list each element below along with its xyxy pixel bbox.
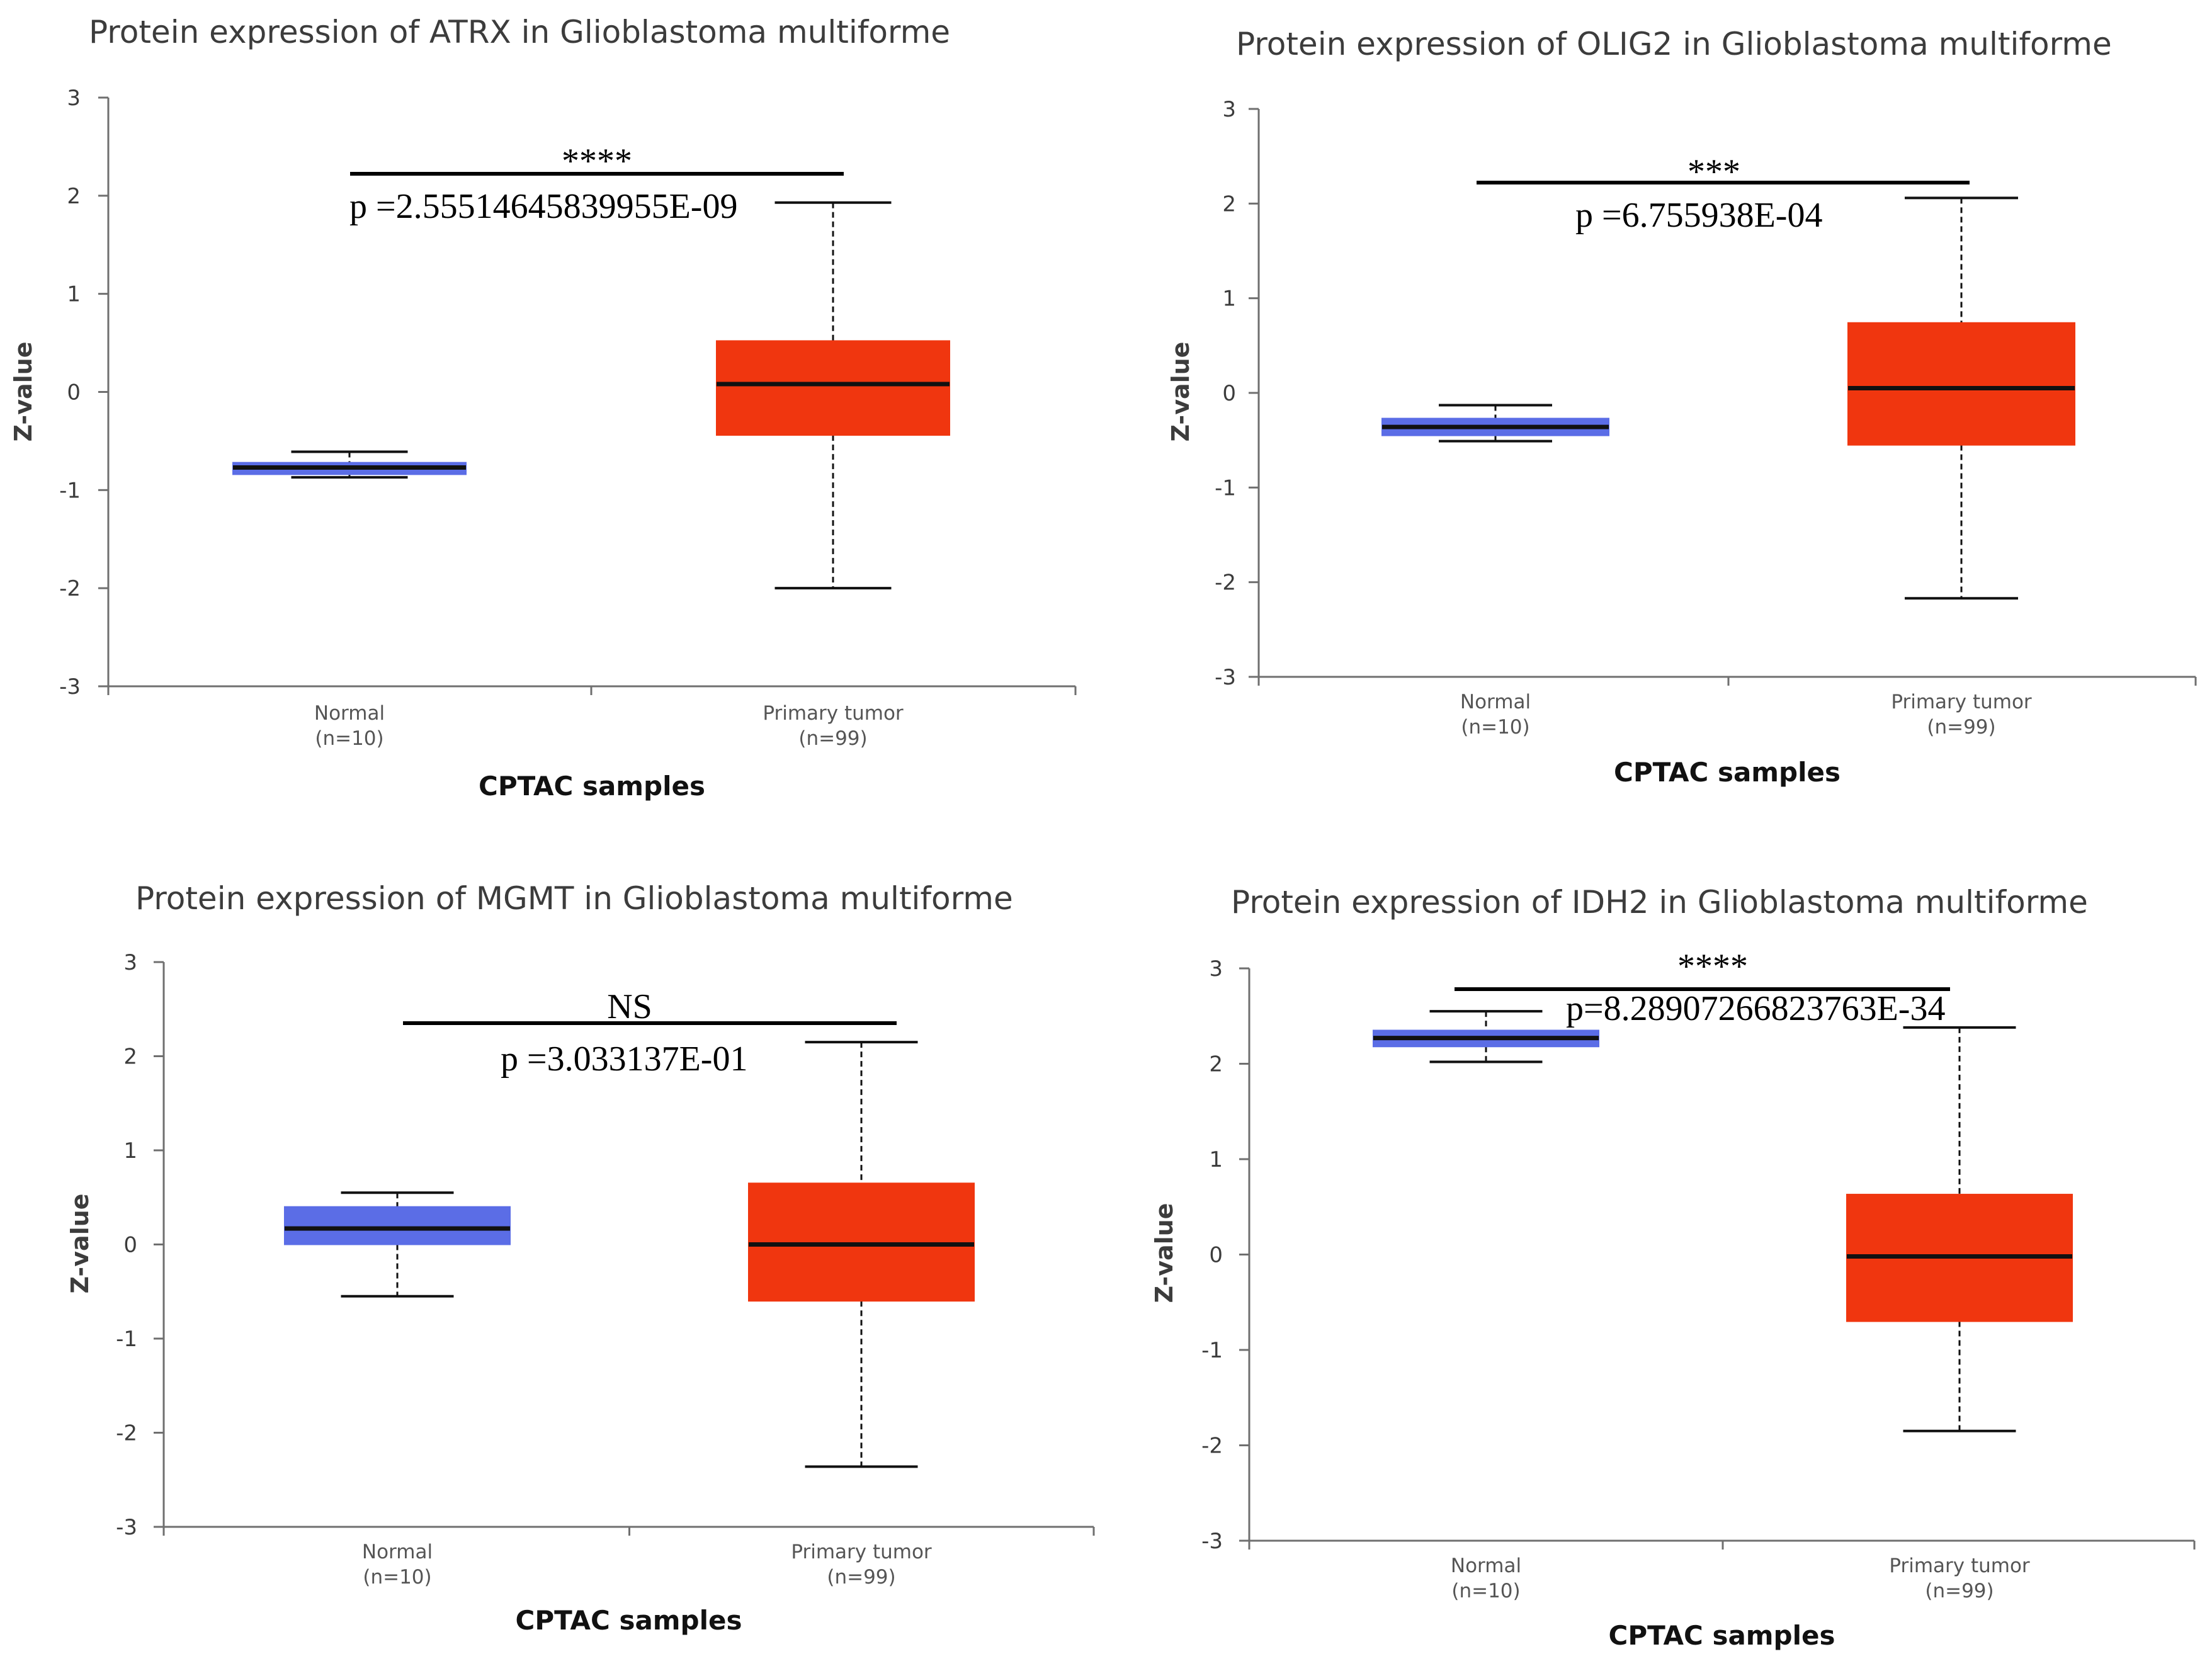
y-tick-label: -1: [1215, 475, 1236, 501]
y-tick-label: -1: [116, 1327, 137, 1352]
y-tick-label: -2: [59, 576, 81, 601]
x-axis-label: CPTAC samples: [1609, 1620, 1835, 1651]
category-label: Normal: [1451, 1555, 1521, 1577]
box-normal: Normal(n=10): [232, 450, 467, 750]
y-tick-label: 2: [67, 184, 81, 209]
y-tick-label: 0: [1209, 1243, 1223, 1268]
chart-title: Protein expression of OLIG2 in Glioblast…: [1236, 26, 2112, 62]
chart-panel-1: Protein expression of ATRX in Glioblasto…: [9, 14, 1077, 802]
category-n-label: (n=10): [1461, 716, 1529, 739]
y-tick-label: -3: [1215, 665, 1236, 690]
y-tick-label: 0: [1222, 381, 1236, 406]
y-tick-label: -3: [59, 674, 81, 700]
p-value-label: p =6.755938E-04: [1575, 196, 1822, 235]
y-tick-label: 1: [123, 1138, 137, 1164]
category-n-label: (n=10): [363, 1566, 431, 1589]
category-n-label: (n=10): [315, 727, 383, 750]
y-tick-label: 2: [1222, 191, 1236, 217]
y-axis-label: Z-value: [1167, 342, 1194, 442]
y-tick-label: -3: [1201, 1529, 1223, 1554]
category-label: Normal: [1460, 691, 1531, 713]
y-tick-label: 2: [1209, 1052, 1223, 1077]
iqr-box: [1847, 322, 2075, 446]
category-label: Primary tumor: [763, 702, 904, 725]
chart-title: Protein expression of ATRX in Glioblasto…: [89, 14, 950, 50]
y-tick-label: 3: [1209, 956, 1223, 982]
x-axis-label: CPTAC samples: [1614, 757, 1840, 788]
significance-stars: ***: [1687, 152, 1740, 191]
box-normal: Normal (n=10): [284, 1191, 511, 1589]
category-label: Normal: [314, 702, 385, 725]
chart-title: Protein expression of MGMT in Glioblasto…: [135, 880, 1013, 917]
category-label: Normal: [362, 1541, 433, 1563]
y-axis-label: Z-value: [9, 342, 37, 442]
y-tick-label: 3: [1222, 97, 1236, 122]
category-n-label: (n=10): [1451, 1580, 1520, 1602]
y-tick-label: 3: [67, 86, 81, 111]
iqr-box: [284, 1206, 511, 1245]
y-tick-label: -1: [1201, 1338, 1223, 1363]
p-value-label: p =3.033137E-01: [501, 1040, 747, 1079]
p-value-label: p=8.28907266823763E-34: [1566, 989, 1945, 1028]
chart-title: Protein expression of IDH2 in Glioblasto…: [1231, 884, 2088, 921]
category-n-label: (n=99): [1925, 1580, 1994, 1602]
significance-stars: ****: [1677, 947, 1748, 986]
category-n-label: (n=99): [798, 727, 867, 750]
category-label: Primary tumor: [1891, 691, 2032, 713]
x-axis-label: CPTAC samples: [479, 771, 705, 802]
category-n-label: (n=99): [1927, 716, 1995, 739]
y-axis-label: Z-value: [1150, 1203, 1178, 1303]
y-tick-label: 0: [123, 1233, 137, 1258]
y-tick-label: 0: [67, 380, 81, 405]
box-primary-tumor: Primary tumor (n=99): [748, 1041, 975, 1589]
significance-stars: ****: [562, 142, 632, 181]
box-normal: Normal (n=10): [1373, 1010, 1599, 1602]
chart-panel-4: Protein expression of IDH2 in Glioblasto…: [1150, 884, 2196, 1651]
y-tick-label: 1: [1209, 1147, 1223, 1172]
box-primary-tumor: Primary tumor(n=99): [716, 201, 950, 750]
category-label: Primary tumor: [1889, 1555, 2030, 1577]
y-tick-label: -3: [116, 1515, 137, 1540]
significance-stars: NS: [607, 987, 652, 1026]
iqr-box: [716, 340, 950, 436]
category-n-label: (n=99): [827, 1566, 895, 1589]
y-tick-label: 1: [1222, 286, 1236, 312]
y-tick-label: -2: [116, 1421, 137, 1446]
box-normal: Normal (n=10): [1381, 404, 1609, 739]
category-label: Primary tumor: [791, 1541, 932, 1563]
box-primary-tumor: Primary tumor (n=99): [1847, 196, 2075, 739]
y-axis-label: Z-value: [66, 1194, 94, 1294]
chart-panel-3: Protein expression of MGMT in Glioblasto…: [66, 880, 1095, 1636]
y-tick-label: 1: [67, 282, 81, 307]
p-value-label: p =2.55514645839955E-09: [349, 187, 737, 226]
y-tick-label: -2: [1215, 570, 1236, 596]
y-tick-label: 2: [123, 1045, 137, 1070]
x-axis-label: CPTAC samples: [516, 1605, 742, 1636]
y-tick-label: 3: [123, 950, 137, 975]
box-primary-tumor: Primary tumor (n=99): [1846, 1026, 2073, 1602]
iqr-box: [748, 1182, 975, 1302]
y-tick-label: -1: [59, 478, 81, 503]
chart-panel-2: Protein expression of OLIG2 in Glioblast…: [1167, 26, 2197, 788]
y-tick-label: -2: [1201, 1434, 1223, 1459]
